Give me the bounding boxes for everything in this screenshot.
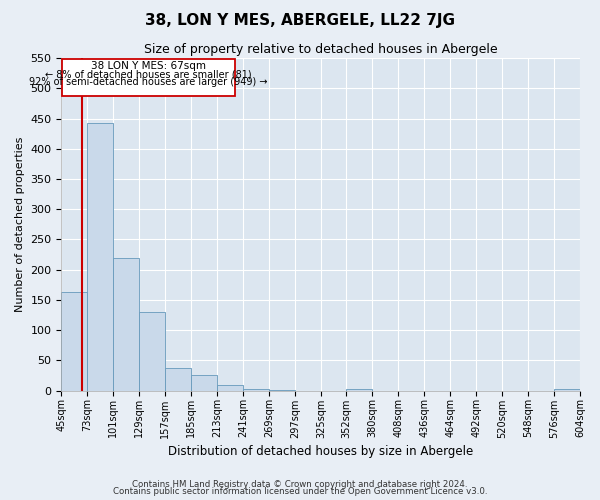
- Bar: [113, 258, 139, 390]
- Bar: [217, 385, 243, 390]
- Y-axis label: Number of detached properties: Number of detached properties: [15, 136, 25, 312]
- Text: 38 LON Y MES: 67sqm: 38 LON Y MES: 67sqm: [91, 61, 206, 71]
- Text: Contains public sector information licensed under the Open Government Licence v3: Contains public sector information licen…: [113, 487, 487, 496]
- Bar: [166, 368, 191, 390]
- Bar: [88, 122, 113, 390]
- Text: 92% of semi-detached houses are larger (949) →: 92% of semi-detached houses are larger (…: [29, 78, 268, 88]
- Bar: [139, 312, 166, 390]
- Title: Size of property relative to detached houses in Abergele: Size of property relative to detached ho…: [144, 42, 497, 56]
- X-axis label: Distribution of detached houses by size in Abergele: Distribution of detached houses by size …: [168, 444, 473, 458]
- Text: ← 8% of detached houses are smaller (81): ← 8% of detached houses are smaller (81): [45, 70, 252, 80]
- Text: 38, LON Y MES, ABERGELE, LL22 7JG: 38, LON Y MES, ABERGELE, LL22 7JG: [145, 12, 455, 28]
- Text: Contains HM Land Registry data © Crown copyright and database right 2024.: Contains HM Land Registry data © Crown c…: [132, 480, 468, 489]
- Bar: [191, 375, 217, 390]
- Bar: [61, 292, 88, 390]
- Bar: [62, 58, 235, 96]
